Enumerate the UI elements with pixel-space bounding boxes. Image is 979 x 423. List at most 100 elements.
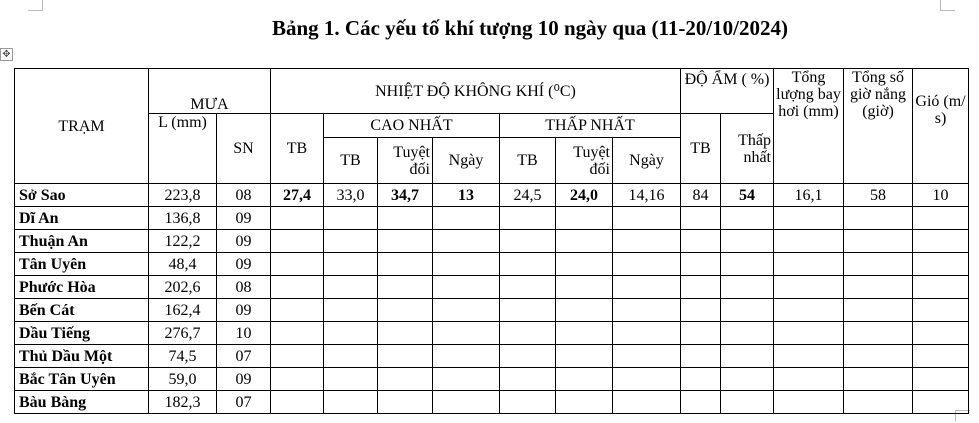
cell-cao-td — [377, 206, 433, 230]
cell-cao-tb — [323, 367, 378, 391]
cell-am-tb — [680, 252, 721, 276]
cell-cao-tb: 33,0 — [323, 183, 378, 207]
cell-thap-tb — [499, 252, 556, 276]
cell-thap-td — [555, 275, 613, 299]
cell-am-min — [720, 344, 774, 368]
table-row: Bến Cát 162,4 09 — [14, 298, 969, 322]
cell-nang — [843, 206, 913, 230]
cell-cao-ngay — [432, 229, 500, 253]
cell-am-tb — [680, 229, 721, 253]
cell-am-tb — [680, 344, 721, 368]
cell-thap-tb — [499, 390, 556, 414]
cell-tram: Bắc Tân Uyên — [14, 367, 149, 391]
header-bay-hoi: Tổng lượng bay hơi (mm) — [773, 68, 844, 184]
cell-sn: 09 — [216, 206, 271, 230]
table-row: Thuận An 122,2 09 — [14, 229, 969, 253]
cell-bay-hoi: 16,1 — [773, 183, 844, 207]
cell-am-tb: 84 — [680, 183, 721, 207]
header-sn: SN — [216, 113, 271, 184]
cell-sn: 09 — [216, 298, 271, 322]
cell-am-tb — [680, 390, 721, 414]
cell-cao-td — [377, 390, 433, 414]
cell-l: 162,4 — [148, 298, 217, 322]
cell-cao-td — [377, 252, 433, 276]
cell-l: 122,2 — [148, 229, 217, 253]
cell-am-min — [720, 229, 774, 253]
cell-tram: Phước Hòa — [14, 275, 149, 299]
cell-thap-ngay — [612, 229, 681, 253]
cell-l: 136,8 — [148, 206, 217, 230]
header-thap-ngay: Ngày — [612, 137, 681, 184]
cell-gio: 10 — [912, 183, 969, 207]
cell-cao-tb — [323, 390, 378, 414]
table-row: Tân Uyên 48,4 09 — [14, 252, 969, 276]
cell-l: 223,8 — [148, 183, 217, 207]
cell-thap-td — [555, 252, 613, 276]
header-cao-tuyet-doi: Tuyệt đối — [377, 137, 433, 184]
cell-thap-ngay — [612, 275, 681, 299]
header-cao-nhat: CAO NHẤT — [323, 113, 500, 138]
cell-gio — [912, 275, 969, 299]
cell-am-tb — [680, 367, 721, 391]
cell-bay-hoi — [773, 206, 844, 230]
cell-cao-td — [377, 298, 433, 322]
cell-thap-tb — [499, 298, 556, 322]
cell-thap-td — [555, 206, 613, 230]
cell-cao-td — [377, 321, 433, 345]
cell-thap-td — [555, 229, 613, 253]
header-gio: Gió (m/ s) — [912, 68, 969, 184]
cell-cao-ngay — [432, 367, 500, 391]
cell-gio — [912, 206, 969, 230]
header-do-am: ĐỘ ẨM ( %) — [680, 68, 774, 114]
cell-sn: 08 — [216, 275, 271, 299]
cell-bay-hoi — [773, 390, 844, 414]
cell-bay-hoi — [773, 344, 844, 368]
cell-thap-tb — [499, 206, 556, 230]
header-mua: MƯA — [148, 68, 271, 114]
cell-cao-td — [377, 275, 433, 299]
cell-cao-td — [377, 367, 433, 391]
cell-am-min — [720, 390, 774, 414]
table-move-handle-icon[interactable]: ✥ — [0, 48, 13, 61]
cell-gio — [912, 252, 969, 276]
cell-tram: Dầu Tiếng — [14, 321, 149, 345]
cell-tb: 27,4 — [270, 183, 324, 207]
cell-sn: 09 — [216, 229, 271, 253]
cell-thap-ngay — [612, 298, 681, 322]
cell-tram: Dĩ An — [14, 206, 149, 230]
cell-am-tb — [680, 275, 721, 299]
header-nhiet-do: NHIỆT ĐỘ KHÔNG KHÍ (⁰C) — [270, 68, 681, 114]
cell-l: 276,7 — [148, 321, 217, 345]
cell-l: 48,4 — [148, 252, 217, 276]
cell-bay-hoi — [773, 252, 844, 276]
cell-nang — [843, 229, 913, 253]
header-cao-tb: TB — [323, 137, 378, 184]
table-row: Thủ Dầu Một 74,5 07 — [14, 344, 969, 368]
table-row: Bàu Bàng 182,3 07 — [14, 390, 969, 414]
cell-nang: 58 — [843, 183, 913, 207]
cell-bay-hoi — [773, 229, 844, 253]
cell-tb — [270, 367, 324, 391]
table-row: Dầu Tiếng 276,7 10 — [14, 321, 969, 345]
cell-nang — [843, 298, 913, 322]
header-gio-nang: Tổng số giờ nắng (giờ) — [843, 68, 913, 184]
cell-gio — [912, 229, 969, 253]
cell-thap-td — [555, 344, 613, 368]
cell-thap-tb — [499, 275, 556, 299]
cell-sn: 07 — [216, 344, 271, 368]
cell-thap-tb: 24,5 — [499, 183, 556, 207]
cell-l: 202,6 — [148, 275, 217, 299]
cell-sn: 07 — [216, 390, 271, 414]
cell-sn: 10 — [216, 321, 271, 345]
cell-thap-ngay — [612, 390, 681, 414]
cell-thap-td — [555, 367, 613, 391]
cell-cao-tb — [323, 321, 378, 345]
cell-cao-tb — [323, 206, 378, 230]
header-thap-tb: TB — [499, 137, 556, 184]
cell-tb — [270, 252, 324, 276]
cell-nang — [843, 252, 913, 276]
cell-sn: 09 — [216, 367, 271, 391]
cell-cao-td — [377, 344, 433, 368]
page-corner-mark — [28, 0, 43, 11]
cell-am-min: 54 — [720, 183, 774, 207]
